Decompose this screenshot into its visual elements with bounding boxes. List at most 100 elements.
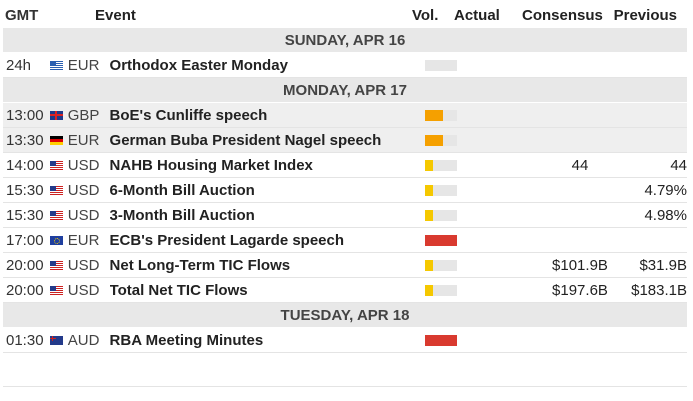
header-volatility[interactable]: Vol. — [412, 6, 439, 24]
header-event[interactable]: Event — [95, 6, 136, 24]
event-previous: $183.1B — [631, 281, 687, 299]
event-currency: EUR — [67, 56, 100, 74]
event-currency: USD — [67, 281, 100, 299]
day-header: MONDAY, APR 17 — [3, 78, 687, 103]
day-header: TUESDAY, APR 18 — [3, 303, 687, 328]
usa-flag-icon — [49, 285, 63, 295]
volatility-indicator — [425, 234, 465, 246]
volatility-bar — [425, 184, 458, 196]
event-currency: AUD — [67, 331, 100, 349]
volatility-fill — [425, 259, 434, 271]
calendar-body: SUNDAY, APR 16 24h EUR Orthodox Easter Mond… — [3, 28, 687, 353]
event-previous: 4.79% — [644, 181, 687, 199]
volatility-bar — [425, 259, 458, 271]
flag-cell — [49, 135, 68, 145]
event-previous: 4.98% — [644, 206, 687, 224]
event-time: 17:00 — [6, 231, 44, 249]
flag-cell — [49, 110, 68, 120]
calendar-header: GMT Event Vol. Actual Consensus Previous — [3, 2, 687, 28]
event-row[interactable]: 13:30 EUR German Buba President Nagel spee… — [3, 128, 687, 153]
volatility-indicator — [425, 209, 465, 221]
event-time: 13:00 — [6, 106, 44, 124]
event-time: 15:30 — [6, 206, 44, 224]
event-row[interactable]: 20:00 USD Total Net TIC Flows $197.6B $183.1… — [3, 278, 687, 303]
event-currency: USD — [67, 181, 100, 199]
volatility-indicator — [425, 109, 465, 121]
volatility-indicator — [425, 334, 465, 346]
event-row[interactable]: 13:00 GBP BoE's Cunliffe speech — [3, 103, 687, 128]
volatility-fill — [425, 284, 434, 296]
economic-calendar: GMT Event Vol. Actual Consensus Previous… — [3, 2, 687, 387]
volatility-indicator — [425, 59, 465, 71]
event-currency: USD — [67, 256, 100, 274]
volatility-bar — [425, 209, 458, 221]
volatility-fill — [425, 109, 443, 121]
eu-flag-icon — [49, 235, 63, 245]
event-name[interactable]: German Buba President Nagel speech — [109, 131, 382, 149]
event-time: 14:00 — [6, 156, 44, 174]
usa-flag-icon — [49, 160, 63, 170]
volatility-bar — [425, 159, 458, 171]
event-currency: USD — [67, 156, 100, 174]
event-row[interactable]: 15:30 USD 6-Month Bill Auction 4.79% — [3, 178, 687, 203]
volatility-bar — [425, 284, 458, 296]
header-consensus[interactable]: Consensus — [522, 6, 603, 24]
event-consensus: 44 — [571, 156, 589, 174]
event-name[interactable]: NAHB Housing Market Index — [109, 156, 313, 174]
flag-cell — [49, 235, 68, 245]
flag-cell — [49, 185, 68, 195]
volatility-fill — [425, 209, 434, 221]
volatility-fill — [425, 159, 434, 171]
event-name[interactable]: Net Long-Term TIC Flows — [109, 256, 291, 274]
uk-flag-icon — [49, 110, 63, 120]
volatility-indicator — [425, 284, 465, 296]
volatility-bar — [425, 234, 458, 246]
germany-flag-icon — [49, 135, 63, 145]
event-name[interactable]: ECB's President Lagarde speech — [109, 231, 345, 249]
volatility-bar — [425, 134, 458, 146]
volatility-indicator — [425, 184, 465, 196]
event-consensus: $197.6B — [552, 281, 608, 299]
volatility-fill — [425, 334, 458, 346]
australia-flag-icon — [49, 335, 63, 345]
volatility-bar — [425, 334, 458, 346]
event-currency: EUR — [67, 131, 100, 149]
header-gmt[interactable]: GMT — [5, 6, 39, 24]
calendar-footer-divider — [3, 353, 687, 387]
volatility-fill — [425, 134, 443, 146]
event-currency: EUR — [67, 231, 100, 249]
header-actual[interactable]: Actual — [454, 6, 500, 24]
event-previous: $31.9B — [639, 256, 687, 274]
event-name[interactable]: Total Net TIC Flows — [109, 281, 248, 299]
greece-flag-icon — [49, 60, 63, 70]
volatility-bar — [425, 59, 458, 71]
event-previous: 44 — [670, 156, 687, 174]
event-time: 15:30 — [6, 181, 44, 199]
event-name[interactable]: Orthodox Easter Monday — [109, 56, 288, 74]
event-currency: USD — [67, 206, 100, 224]
usa-flag-icon — [49, 185, 63, 195]
event-time: 13:30 — [6, 131, 44, 149]
event-row[interactable]: 24h EUR Orthodox Easter Monday — [3, 53, 687, 78]
flag-cell — [49, 210, 68, 220]
event-name[interactable]: 6-Month Bill Auction — [109, 181, 255, 199]
event-row[interactable]: 15:30 USD 3-Month Bill Auction 4.98% — [3, 203, 687, 228]
volatility-indicator — [425, 259, 465, 271]
event-time: 20:00 — [6, 281, 44, 299]
event-name[interactable]: 3-Month Bill Auction — [109, 206, 255, 224]
event-time: 20:00 — [6, 256, 44, 274]
event-name[interactable]: BoE's Cunliffe speech — [109, 106, 268, 124]
event-consensus: $101.9B — [552, 256, 608, 274]
event-row[interactable]: 14:00 USD NAHB Housing Market Index 44 44 — [3, 153, 687, 178]
header-previous[interactable]: Previous — [613, 6, 677, 24]
usa-flag-icon — [49, 210, 63, 220]
event-row[interactable]: 20:00 USD Net Long-Term TIC Flows $101.9B $3… — [3, 253, 687, 278]
flag-cell — [49, 260, 68, 270]
event-row[interactable]: 01:30 AUD RBA Meeting Minutes — [3, 328, 687, 353]
flag-cell — [49, 285, 68, 295]
event-name[interactable]: RBA Meeting Minutes — [109, 331, 264, 349]
volatility-fill — [425, 234, 458, 246]
event-row[interactable]: 17:00 EUR ECB's President Lagarde speech — [3, 228, 687, 253]
volatility-indicator — [425, 159, 465, 171]
volatility-indicator — [425, 134, 465, 146]
